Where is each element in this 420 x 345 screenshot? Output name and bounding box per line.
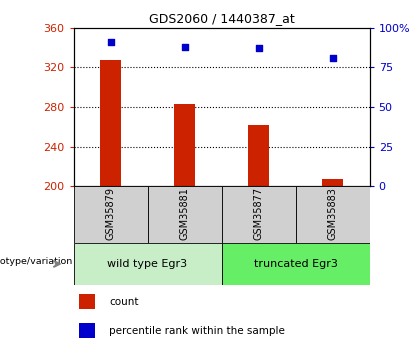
Text: genotype/variation: genotype/variation	[0, 257, 73, 266]
Text: truncated Egr3: truncated Egr3	[254, 259, 338, 269]
Bar	[174, 104, 195, 186]
Bar	[100, 60, 121, 186]
Bar	[296, 186, 370, 243]
Bar	[222, 243, 370, 285]
Bar	[248, 125, 269, 186]
Bar	[79, 323, 95, 338]
Point	[255, 46, 262, 51]
Bar	[222, 186, 296, 243]
Point	[329, 55, 336, 60]
Bar	[74, 243, 222, 285]
Text: GSM35879: GSM35879	[105, 187, 116, 240]
Text: wild type Egr3: wild type Egr3	[108, 259, 188, 269]
Point	[181, 44, 188, 49]
Bar	[147, 186, 222, 243]
Bar	[79, 294, 95, 309]
Text: GSM35883: GSM35883	[328, 187, 338, 240]
Text: GSM35881: GSM35881	[179, 187, 189, 240]
Text: count: count	[109, 297, 139, 306]
Text: GSM35877: GSM35877	[254, 187, 264, 240]
Bar	[322, 179, 343, 186]
Bar	[74, 186, 147, 243]
Text: percentile rank within the sample: percentile rank within the sample	[109, 326, 285, 335]
Point	[107, 39, 114, 45]
Title: GDS2060 / 1440387_at: GDS2060 / 1440387_at	[149, 12, 294, 25]
